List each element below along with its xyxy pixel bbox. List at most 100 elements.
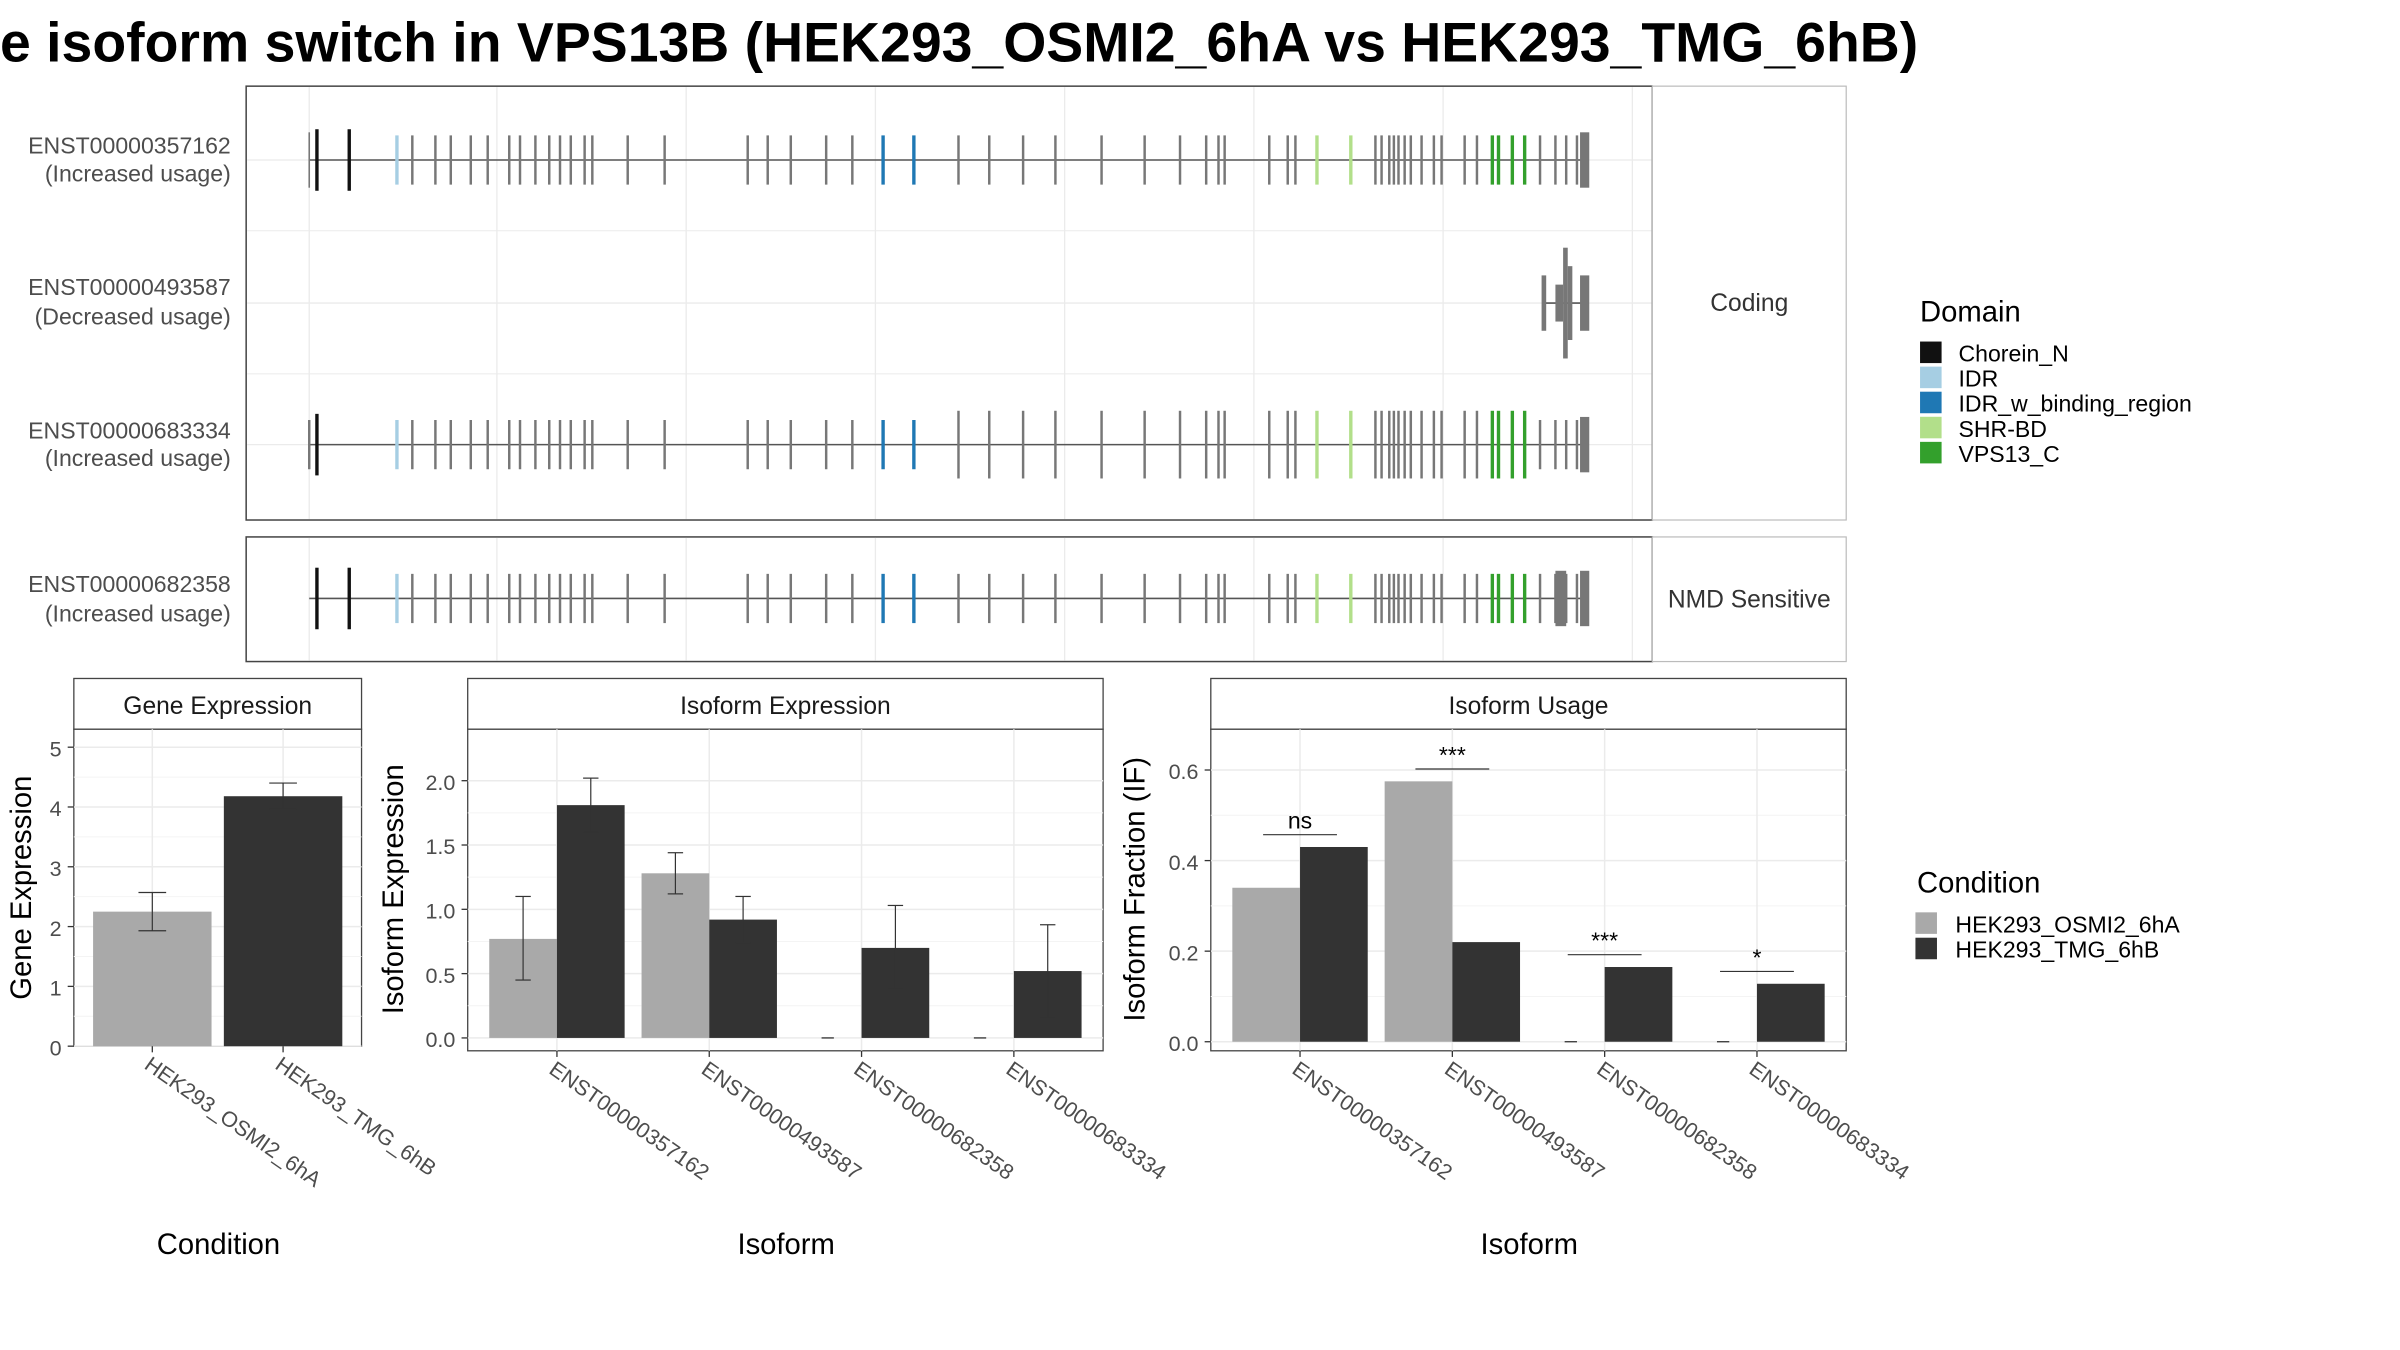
exon-block — [1403, 573, 1406, 624]
exon-block — [486, 420, 489, 470]
exon-block — [912, 135, 916, 185]
exon-block — [1475, 410, 1479, 479]
exon-block — [1315, 573, 1319, 624]
exon-block — [1054, 410, 1057, 479]
exon-block — [534, 135, 537, 185]
x-tick-label: ENST00000682358 — [849, 1057, 1018, 1185]
exon-block — [1522, 135, 1527, 185]
exon-block — [558, 420, 562, 470]
transcript-label-usage: (Increased usage) — [45, 600, 231, 626]
y-tick-label: 5 — [50, 737, 62, 761]
exon-block — [1217, 410, 1220, 479]
exon-block — [1475, 573, 1479, 624]
exon-block — [824, 420, 828, 470]
x-tick-label: ENST00000493587 — [697, 1057, 866, 1185]
exon-block — [1286, 135, 1289, 185]
y-tick-label: 0 — [50, 1036, 62, 1060]
exon-block — [486, 135, 489, 185]
domain-legend-swatch — [1920, 341, 1942, 364]
y-axis-title: Isoform Expression — [378, 764, 410, 1014]
exon-block — [1204, 135, 1208, 185]
y-tick-label: 0.0 — [1169, 1032, 1199, 1056]
exon-block — [508, 573, 511, 624]
exon-block — [1403, 135, 1406, 185]
exon-block — [1555, 284, 1564, 322]
exon-block — [912, 573, 916, 624]
exon-block — [315, 129, 319, 191]
exon-block — [548, 573, 551, 624]
y-tick-label: 4 — [50, 797, 62, 821]
exon-block — [449, 135, 453, 185]
exon-block — [1510, 410, 1515, 479]
condition-legend-title: Condition — [1917, 867, 2040, 899]
exon-block — [508, 135, 511, 185]
condition-legend-label: HEK293_TMG_6hB — [1955, 937, 2159, 963]
exon-block — [1397, 573, 1400, 624]
significance-label: * — [1752, 944, 1761, 970]
exon-block — [1100, 410, 1103, 479]
exon-block — [518, 135, 522, 185]
y-tick-label: 0.4 — [1169, 851, 1199, 875]
bar — [1232, 887, 1301, 1042]
domain-legend-swatch — [1920, 391, 1942, 414]
y-tick-label: 1.5 — [425, 835, 455, 859]
exon-block — [1490, 135, 1495, 185]
domain-legend-label: SHR-BD — [1959, 416, 2047, 442]
exon-block — [1575, 135, 1579, 185]
exon-block — [1392, 135, 1396, 185]
exon-block — [663, 573, 666, 624]
exon-block — [1294, 410, 1297, 479]
exon-block — [1575, 573, 1579, 624]
exon-block — [957, 573, 960, 624]
exon-block — [957, 410, 960, 479]
exon-block — [1315, 410, 1319, 479]
exon-block — [1374, 573, 1377, 624]
exon-block — [583, 573, 586, 624]
significance-label: ns — [1288, 808, 1312, 834]
exon-block — [1538, 135, 1542, 185]
exon-block — [591, 573, 594, 624]
y-tick-label: 0.6 — [1169, 760, 1199, 784]
exon-block — [1522, 410, 1527, 479]
exon-block — [1564, 135, 1568, 185]
bar — [1384, 781, 1453, 1042]
exon-block — [583, 135, 586, 185]
exon-block — [1403, 410, 1406, 479]
exon-block — [988, 135, 991, 185]
exon-block — [434, 135, 437, 185]
x-tick-label: ENST00000357162 — [545, 1057, 714, 1185]
exon-block — [518, 573, 522, 624]
exon-block — [1217, 573, 1220, 624]
exon-block — [1380, 135, 1383, 185]
exon-block — [746, 573, 749, 624]
exon-block — [548, 420, 551, 470]
exon-block — [411, 135, 414, 185]
x-tick-label: ENST00000683334 — [1745, 1057, 1914, 1185]
exon-block — [308, 420, 311, 470]
exon-block — [1178, 573, 1182, 624]
exon-block — [851, 420, 854, 470]
exon-block — [1496, 573, 1501, 624]
exon-block — [1268, 573, 1271, 624]
exon-block — [315, 567, 319, 630]
y-tick-label: 0.0 — [425, 1028, 455, 1052]
exon-block — [1349, 135, 1353, 185]
exon-block — [1475, 135, 1479, 185]
exon-end-block — [1580, 275, 1590, 331]
exon-block — [1380, 573, 1383, 624]
exon-block — [1178, 410, 1182, 479]
exon-block — [1223, 135, 1226, 185]
exon-block — [347, 129, 351, 191]
significance-label: *** — [1439, 742, 1466, 768]
y-tick-label: 0.2 — [1169, 941, 1199, 965]
exon-block — [1432, 135, 1436, 185]
exon-block — [1463, 410, 1466, 479]
exon-block — [1268, 410, 1271, 479]
chart-panel-title: Isoform Usage — [1448, 693, 1608, 720]
exon-block — [1567, 266, 1573, 341]
exon-block — [1564, 420, 1568, 470]
exon-block — [1178, 135, 1182, 185]
exon-block — [1409, 573, 1413, 624]
coding-facet-strip — [1651, 85, 1847, 521]
